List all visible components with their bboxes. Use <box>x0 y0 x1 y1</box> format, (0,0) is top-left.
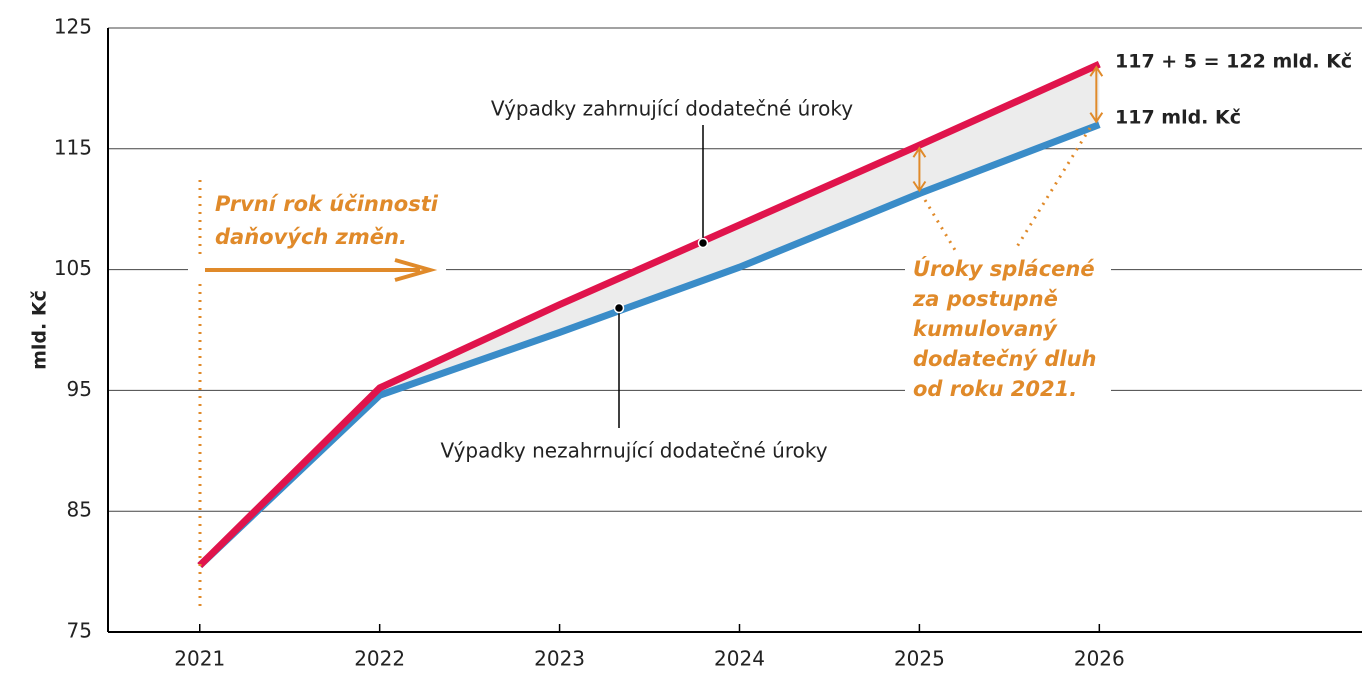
series-line <box>197 121 1101 569</box>
x-tick-label: 2022 <box>354 647 405 671</box>
leader-dot <box>697 237 709 249</box>
y-tick-label: 75 <box>67 619 92 643</box>
annotation: dodatečný dluh <box>913 347 1096 371</box>
arrow-head <box>394 258 438 282</box>
x-tick-label: 2024 <box>714 647 765 671</box>
leader-dot <box>613 302 625 314</box>
x-tick-label: 2025 <box>894 647 945 671</box>
annotations: mld. Kč První rok účinnosti daňových změ… <box>29 51 1352 606</box>
annotation: kumulovaný <box>913 317 1058 341</box>
label-bg <box>905 252 1111 410</box>
x-tick-label: 2021 <box>174 647 225 671</box>
annotation: Úroky splácené <box>913 256 1095 281</box>
x-tick-label: 2026 <box>1074 647 1125 671</box>
x-tick-label: 2023 <box>534 647 585 671</box>
y-tick-label: 85 <box>67 498 92 522</box>
series-line <box>197 61 1101 569</box>
series-label: Výpadky nezahrnující dodatečné úroky <box>440 439 827 463</box>
gap-arrow-head <box>1089 65 1104 124</box>
grid-layer: 75 85 95 105 115 125 2021 2022 2023 2024 2025 2026 <box>54 15 1362 671</box>
series-label: Výpadky zahrnující dodatečné úroky <box>491 97 853 121</box>
end-label: 117 mld. Kč <box>1115 107 1241 129</box>
pointer <box>923 199 957 251</box>
annotation: První rok účinnosti <box>215 192 439 216</box>
y-tick-label: 95 <box>67 377 92 401</box>
end-label: 117 + 5 = 122 mld. Kč <box>1115 51 1352 73</box>
y-tick-label: 115 <box>54 135 92 159</box>
annotation: od roku 2021. <box>913 377 1077 401</box>
gap-arrow-head <box>912 146 927 193</box>
y-axis-label: mld. Kč <box>29 290 51 370</box>
y-tick-label: 125 <box>54 15 92 39</box>
annotation: daňových změn. <box>215 225 407 249</box>
label-bg <box>400 438 870 466</box>
label-bg <box>455 96 895 124</box>
annotation: za postupně <box>912 287 1058 311</box>
y-tick-label: 105 <box>54 256 92 280</box>
data-layer <box>197 61 1104 569</box>
gap-area <box>199 64 1100 566</box>
